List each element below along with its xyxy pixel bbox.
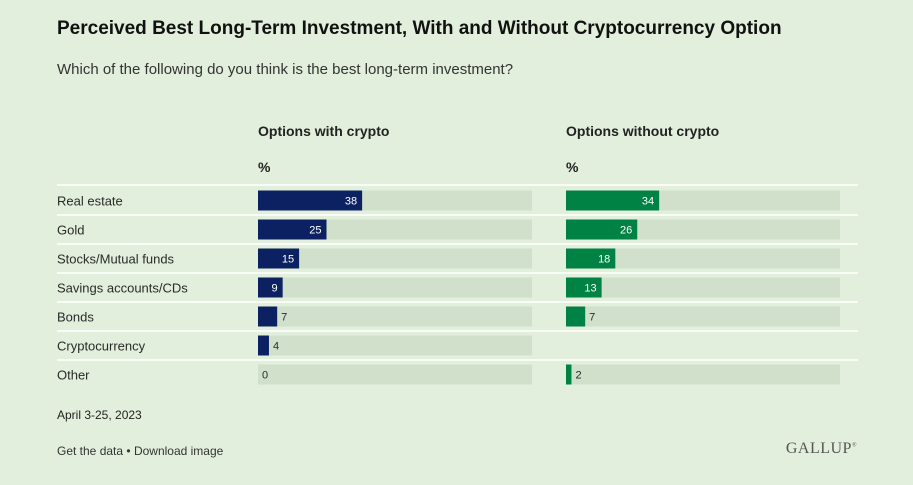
chart-title: Perceived Best Long-Term Investment, Wit… — [57, 18, 782, 39]
data-label: 4 — [273, 341, 279, 353]
category-label: Stocks/Mutual funds — [57, 252, 175, 267]
data-label: 15 — [282, 254, 294, 266]
data-label: 7 — [281, 312, 287, 324]
data-label: 9 — [272, 283, 278, 295]
chart-subtitle: Which of the following do you think is t… — [57, 61, 514, 78]
bar — [258, 277, 283, 298]
bar — [566, 306, 586, 327]
bar — [566, 219, 638, 240]
get-data-link[interactable]: Get the data — [57, 444, 124, 458]
gallup-logo: GALLUP® — [785, 440, 857, 457]
bar-track — [258, 364, 532, 385]
category-label: Other — [57, 368, 90, 383]
bar — [566, 248, 616, 269]
data-label: 26 — [620, 225, 632, 237]
bar-track — [566, 277, 840, 298]
bar — [258, 219, 327, 240]
bar-track — [258, 335, 532, 356]
data-label: 18 — [598, 254, 610, 266]
bar — [566, 364, 572, 385]
category-label: Cryptocurrency — [57, 339, 146, 354]
download-image-link[interactable]: Download image — [133, 444, 224, 458]
category-label: Gold — [57, 223, 84, 238]
data-label: 38 — [345, 196, 357, 208]
bar-track — [258, 306, 532, 327]
bar — [258, 248, 300, 269]
bar — [566, 190, 660, 211]
data-label: 25 — [309, 225, 321, 237]
bar-track — [258, 248, 532, 269]
bar-track — [566, 306, 840, 327]
data-label: 13 — [584, 283, 596, 295]
unit-label-with-crypto: % — [258, 159, 271, 175]
bar-track — [566, 364, 840, 385]
bar — [258, 306, 278, 327]
series-header-with-crypto: Options with crypto — [258, 123, 390, 139]
bar — [566, 277, 602, 298]
survey-date: April 3-25, 2023 — [57, 408, 142, 422]
bar-chart: Real estate 38 34 Gold 25 26 Stocks/Mutual fun… — [57, 184, 858, 385]
category-label: Bonds — [57, 310, 94, 325]
unit-label-without-crypto: % — [566, 159, 579, 175]
data-label: 2 — [575, 370, 581, 382]
category-label: Savings accounts/CDs — [57, 281, 188, 296]
footer-links: Get the data • Download image — [57, 444, 223, 458]
bar — [258, 190, 363, 211]
bar-track — [566, 248, 840, 269]
data-label: 0 — [262, 370, 268, 382]
footer-separator: • — [126, 444, 131, 458]
bar — [258, 335, 269, 356]
category-label: Real estate — [57, 194, 123, 209]
data-label: 7 — [589, 312, 595, 324]
bar-track — [258, 277, 532, 298]
series-header-without-crypto: Options without crypto — [566, 123, 720, 139]
data-label: 34 — [642, 196, 654, 208]
